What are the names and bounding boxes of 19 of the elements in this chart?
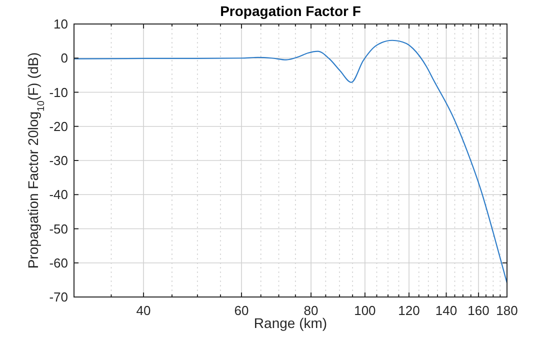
x-tick-label: 160 <box>468 303 490 318</box>
y-tick-label: -40 <box>49 187 68 202</box>
x-tick-label: 120 <box>398 303 420 318</box>
chart-title: Propagation Factor F <box>220 3 362 19</box>
x-tick-label: 80 <box>304 303 318 318</box>
y-tick-label: 10 <box>54 16 68 32</box>
x-tick-label: 60 <box>234 303 249 318</box>
x-tick-label: 140 <box>435 303 458 318</box>
y-tick-label: -30 <box>49 153 68 168</box>
y-tick-label: 0 <box>60 50 68 66</box>
x-tick-label: 180 <box>496 303 518 318</box>
x-axis-title: Range (km) <box>254 315 328 331</box>
y-tick-label: -50 <box>49 221 68 236</box>
y-tick-label: -20 <box>49 118 68 134</box>
x-tick-label: 100 <box>354 303 376 318</box>
x-tick-label: 40 <box>136 303 151 318</box>
y-tick-label: -60 <box>49 255 68 270</box>
y-tick-label: -10 <box>49 84 68 100</box>
y-tick-label: -70 <box>49 290 68 304</box>
